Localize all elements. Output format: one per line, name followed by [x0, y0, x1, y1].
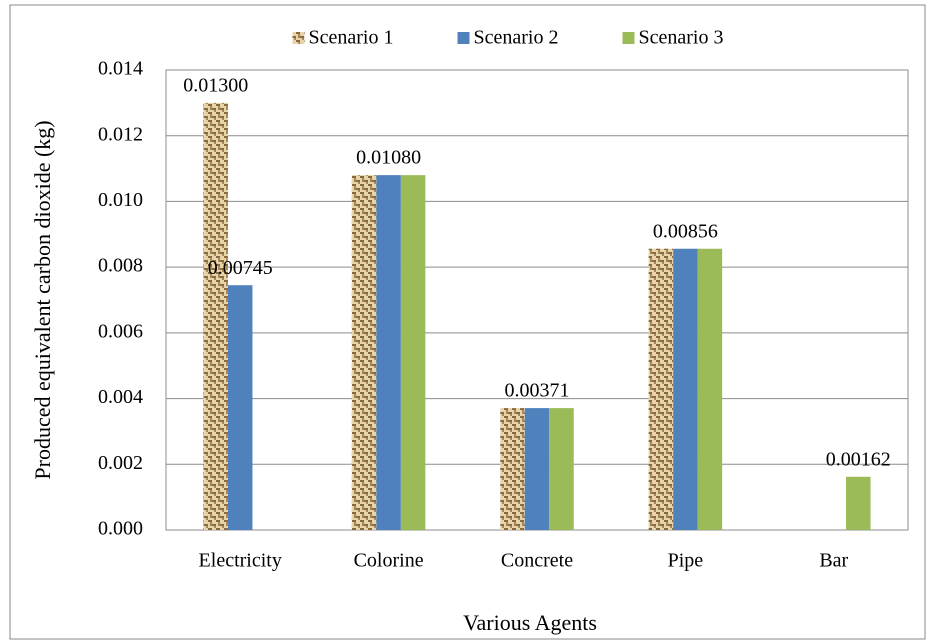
data-label: 0.01080: [356, 147, 421, 169]
bar: [203, 102, 228, 530]
y-tick-label: 0.008: [98, 255, 143, 277]
y-tick-label: 0.014: [98, 58, 143, 80]
bar: [673, 248, 698, 530]
legend-label: Scenario 1: [309, 27, 394, 49]
bar: [500, 408, 525, 530]
legend-swatch: [292, 32, 305, 44]
y-tick-label: 0.012: [98, 123, 143, 145]
bar: [549, 408, 574, 530]
x-tick-label: Colorine: [354, 550, 424, 572]
y-tick-label: 0.002: [98, 452, 143, 474]
bar: [227, 285, 253, 530]
data-label: 0.00162: [826, 448, 891, 470]
data-label: 0.00371: [505, 380, 570, 402]
y-tick-label: 0.010: [98, 189, 143, 211]
bar: [648, 248, 674, 530]
x-axis-label: Various Agents: [463, 610, 597, 635]
bar: [846, 476, 871, 530]
bar: [376, 175, 401, 530]
x-tick-label: Bar: [819, 550, 848, 572]
legend-swatch: [457, 32, 470, 44]
x-tick-label: Pipe: [668, 550, 704, 572]
y-tick-label: 0.006: [98, 320, 143, 342]
y-tick-label: 0.000: [98, 518, 143, 540]
data-label: 0.01300: [183, 74, 248, 96]
chart-border: [9, 4, 926, 640]
legend-swatch: [622, 32, 635, 44]
legend-label: Scenario 2: [474, 27, 559, 49]
y-tick-label: 0.004: [98, 386, 143, 408]
bar: [524, 408, 550, 530]
bar: [400, 175, 426, 530]
legend-label: Scenario 3: [639, 27, 724, 49]
bar: [697, 248, 723, 530]
bar: [351, 175, 377, 530]
y-axis-label: Produced equivalent carbon dioxide (kg): [30, 120, 55, 479]
data-label: 0.00745: [208, 257, 273, 279]
x-tick-label: Electricity: [199, 550, 282, 572]
x-tick-label: Concrete: [501, 550, 573, 572]
data-label: 0.00856: [653, 220, 718, 242]
